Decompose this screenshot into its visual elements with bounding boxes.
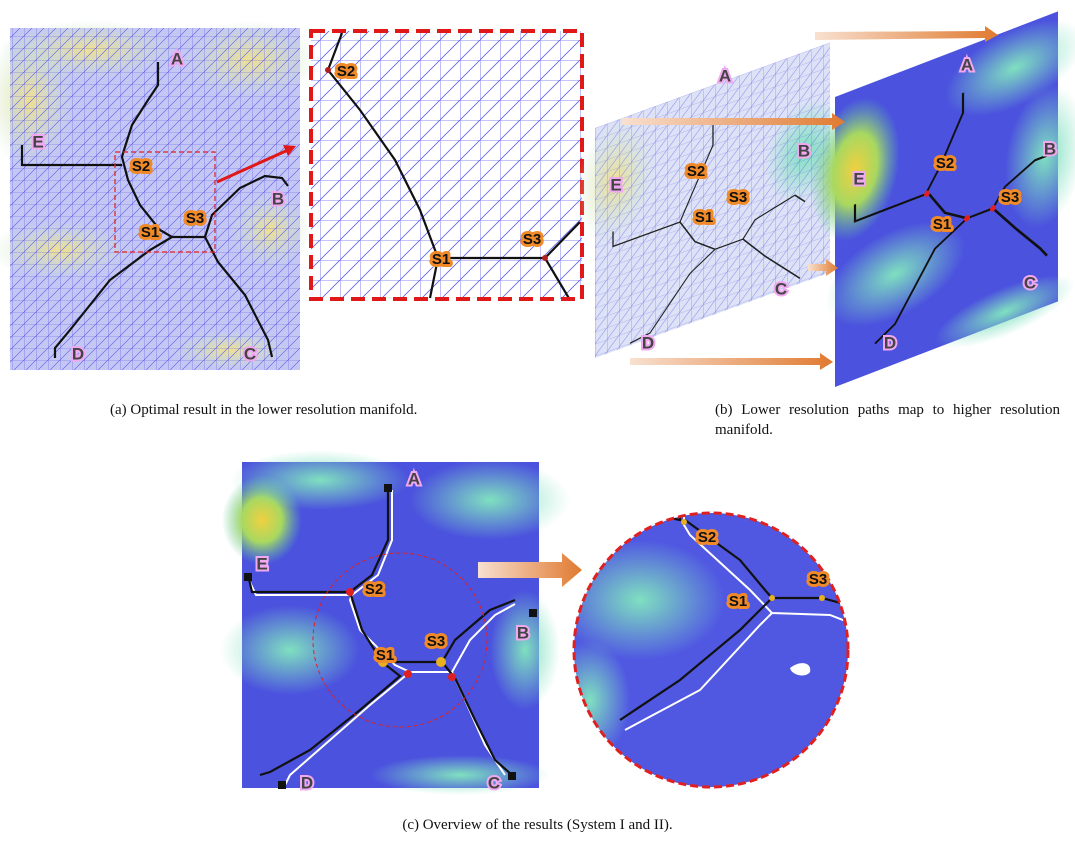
page: A B C D E S2 S1 S3 S2 S1 S3 A B C D E S2… bbox=[0, 0, 1075, 850]
node-label: B bbox=[517, 623, 529, 642]
node-label: C bbox=[488, 773, 500, 792]
panel-c-map: A B C D E S2 S1 S3 bbox=[220, 450, 582, 795]
panel-b-low bbox=[575, 37, 845, 365]
node-label: E bbox=[32, 132, 43, 151]
node-label: S1 bbox=[729, 593, 747, 610]
node-label: S3 bbox=[186, 210, 204, 227]
node-label: S1 bbox=[695, 209, 713, 226]
node-label: E bbox=[853, 169, 864, 188]
node-label: A bbox=[961, 55, 973, 74]
panel-a-zoom: S2 S1 S3 bbox=[311, 31, 582, 300]
node-label: S3 bbox=[729, 189, 747, 206]
node-label: E bbox=[610, 175, 621, 194]
node-label: S3 bbox=[523, 231, 541, 248]
node-label: S2 bbox=[365, 581, 383, 598]
node-label: B bbox=[1044, 139, 1056, 158]
node-label: E bbox=[256, 554, 267, 573]
node-label: S2 bbox=[337, 63, 355, 80]
node-label: S2 bbox=[936, 155, 954, 172]
node-label: S3 bbox=[809, 571, 827, 588]
node-label: D bbox=[72, 344, 84, 363]
node-label: D bbox=[301, 773, 313, 792]
node-label: A bbox=[719, 66, 731, 85]
caption: (b) Lower resolution paths map to higher… bbox=[715, 400, 1060, 440]
node-label: S1 bbox=[376, 647, 394, 664]
panel-c-zoom: S2 S3 S1 bbox=[550, 513, 849, 788]
node-label: S3 bbox=[1001, 189, 1019, 206]
node-label: S1 bbox=[141, 224, 159, 241]
node-label: S1 bbox=[432, 251, 450, 268]
node-label: C bbox=[1024, 273, 1036, 292]
node-label: S2 bbox=[132, 158, 150, 175]
node-label: C bbox=[775, 279, 787, 298]
node-label: S3 bbox=[427, 633, 445, 650]
node-label: D bbox=[884, 333, 896, 352]
node-label: S2 bbox=[698, 529, 716, 546]
node-label: D bbox=[642, 333, 654, 352]
panel-a-map: A B C D E S2 S1 S3 bbox=[0, 20, 320, 370]
panel-b-high bbox=[810, 1, 1075, 412]
node-label: A bbox=[171, 49, 183, 68]
node-label: S2 bbox=[687, 163, 705, 180]
caption: (c) Overview of the results (System I an… bbox=[0, 815, 1075, 835]
node-label: S1 bbox=[933, 216, 951, 233]
node-label: A bbox=[408, 469, 420, 488]
node-label: B bbox=[798, 141, 810, 160]
node-label: C bbox=[244, 344, 256, 363]
node-label: B bbox=[272, 189, 284, 208]
caption: (a) Optimal result in the lower resoluti… bbox=[110, 400, 417, 420]
